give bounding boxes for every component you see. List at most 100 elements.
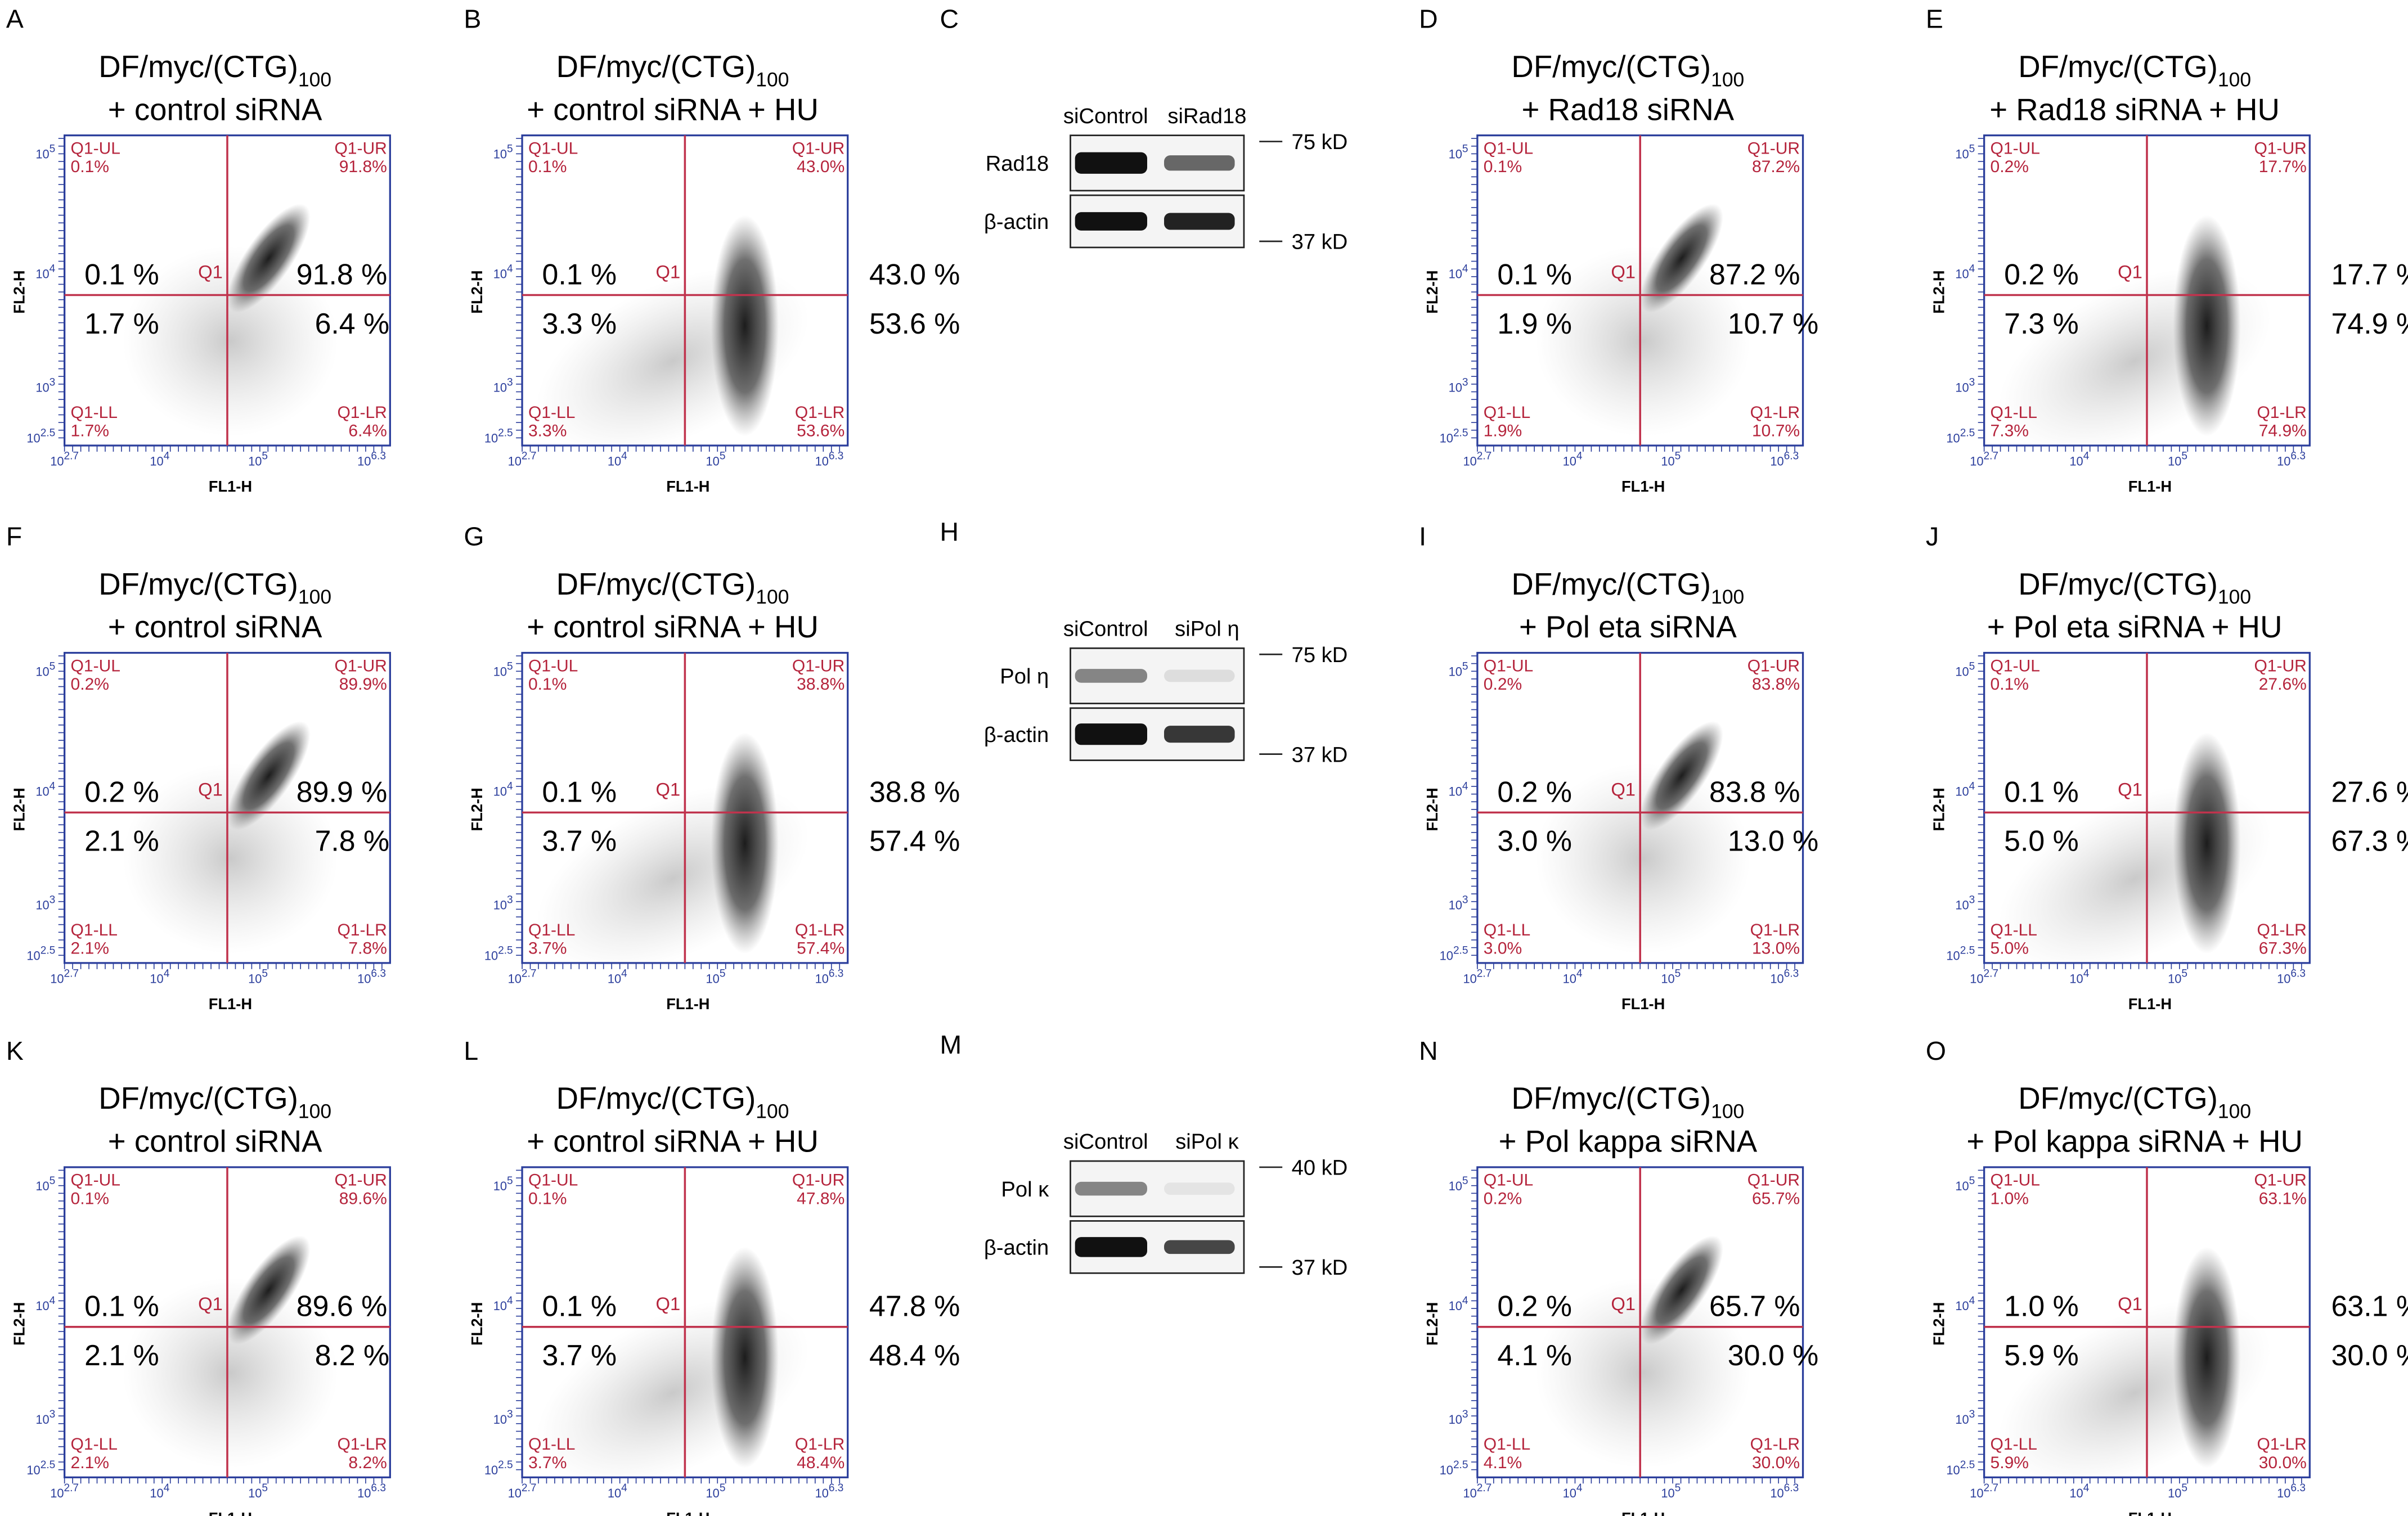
tick-exponent: 2.7 — [1477, 968, 1492, 979]
tick-exponent: 6.3 — [1784, 1482, 1799, 1494]
y-tick-label: 105 — [493, 143, 513, 161]
tick-base: 10 — [706, 455, 720, 469]
gate-percent: 57.4% — [797, 939, 844, 958]
gate-percent: 27.6% — [2259, 675, 2307, 694]
marker-label: 37 kD — [1292, 743, 1348, 767]
tick-exponent: 2.5 — [41, 428, 56, 439]
panel-title: DF/myc/(CTG)100 — [98, 1081, 331, 1122]
tick-base: 10 — [1440, 1463, 1453, 1477]
quadrant-percent: 2.1 % — [84, 1339, 159, 1371]
gate-center-label: Q1 — [198, 262, 223, 282]
x-tick-label: 106.3 — [815, 968, 844, 986]
tick-base: 10 — [508, 1486, 522, 1500]
tick-exponent: 3 — [1462, 377, 1468, 389]
tick-base: 10 — [493, 1299, 507, 1313]
panel-subtitle: + Pol kappa siRNA — [1499, 1124, 1758, 1159]
tick-exponent: 6.3 — [829, 1482, 844, 1494]
gate-percent: 89.9% — [339, 675, 387, 694]
gate-percent: 8.2% — [348, 1454, 387, 1472]
event-cloud — [2173, 1247, 2241, 1468]
marker-label: 75 kD — [1292, 643, 1348, 667]
event-cloud — [1640, 204, 1723, 313]
tick-exponent: 4 — [1576, 1482, 1583, 1494]
blot-band — [1075, 1181, 1148, 1196]
tick-base: 10 — [50, 455, 64, 469]
y-tick-label: 103 — [1449, 1409, 1468, 1427]
tick-exponent: 2.7 — [522, 451, 537, 462]
x-tick-label: 106.3 — [357, 968, 386, 986]
blot-band — [1164, 155, 1235, 171]
tick-base: 10 — [35, 784, 49, 798]
y-axis-label: FL2-H — [1423, 270, 1441, 313]
gate-name: Q1-UL — [71, 656, 120, 675]
event-cloud — [123, 1277, 338, 1468]
tick-base: 10 — [1770, 455, 1783, 469]
gate-name: Q1-UL — [528, 139, 578, 158]
tick-exponent: 5 — [1462, 143, 1468, 155]
tick-exponent: 3 — [507, 1409, 513, 1420]
gate-center-label: Q1 — [1611, 1293, 1636, 1314]
tick-exponent: 6.3 — [371, 968, 386, 979]
panel-letter: D — [1419, 5, 1438, 34]
quadrant-percent: 13.0 % — [1728, 825, 1818, 857]
gate-name: Q1-LL — [1991, 403, 2037, 422]
y-tick-label: 104 — [35, 780, 55, 798]
y-tick-label: 102.5 — [1440, 1459, 1468, 1477]
x-tick-label: 106.3 — [1770, 1482, 1799, 1500]
gate-name: Q1-LL — [528, 921, 575, 939]
quadrant-percent: 17.7 % — [2331, 258, 2408, 290]
tick-base: 10 — [2168, 455, 2181, 469]
tick-exponent: 5 — [2181, 451, 2187, 462]
gate-percent: 83.8% — [1752, 675, 1800, 694]
tick-base: 10 — [706, 971, 720, 986]
tick-base: 10 — [150, 971, 163, 986]
y-axis-label: FL2-H — [468, 1302, 486, 1346]
tick-exponent: 2.5 — [41, 1459, 56, 1471]
x-axis-label: FL1-H — [2128, 1509, 2172, 1516]
gate-percent: 65.7% — [1752, 1189, 1800, 1208]
blot-row-label: Pol κ — [1001, 1177, 1049, 1202]
x-tick-label: 104 — [1563, 451, 1583, 469]
gate-name: Q1-LR — [795, 1435, 844, 1454]
tick-exponent: 5 — [1675, 968, 1681, 979]
tick-exponent: 4 — [1462, 1295, 1468, 1307]
tick-base: 10 — [608, 971, 621, 986]
tick-exponent: 5 — [50, 1175, 56, 1187]
blot-band — [1075, 152, 1148, 174]
tick-exponent: 4 — [621, 1482, 627, 1494]
tick-exponent: 5 — [720, 968, 726, 979]
gate-percent: 0.1% — [528, 1189, 567, 1208]
gate-percent: 0.1% — [1484, 158, 1522, 176]
quadrant-percent: 8.2 % — [315, 1339, 390, 1371]
x-tick-label: 105 — [2168, 451, 2187, 469]
gate-percent: 2.1% — [71, 939, 109, 958]
tick-base: 10 — [1463, 1486, 1476, 1500]
tick-base: 10 — [248, 455, 262, 469]
gate-percent: 91.8% — [339, 158, 387, 176]
x-tick-label: 104 — [608, 451, 627, 469]
gate-name: Q1-LR — [337, 1435, 387, 1454]
quadrant-percent: 89.6 % — [296, 1290, 387, 1322]
quadrant-percent: 38.8 % — [869, 775, 960, 808]
tick-exponent: 2.5 — [1453, 1459, 1468, 1471]
blot-band — [1164, 669, 1235, 682]
tick-exponent: 4 — [2083, 451, 2090, 462]
tick-base: 10 — [26, 1463, 40, 1477]
gate-name: Q1-UR — [1747, 1171, 1800, 1190]
quadrant-percent: 2.1 % — [84, 825, 159, 857]
tick-exponent: 4 — [1576, 968, 1583, 979]
y-tick-label: 104 — [35, 263, 55, 281]
y-tick-label: 104 — [493, 263, 513, 281]
gate-percent: 0.1% — [528, 158, 567, 176]
title-subscript: 100 — [2218, 586, 2251, 608]
tick-base: 10 — [1449, 1299, 1462, 1313]
quadrant-percent: 65.7 % — [1709, 1290, 1800, 1322]
panel-title: DF/myc/(CTG)100 — [1511, 50, 1744, 91]
tick-exponent: 4 — [1462, 263, 1468, 275]
gate-percent: 7.3% — [1991, 422, 2029, 440]
y-tick-label: 104 — [1449, 1295, 1468, 1313]
tick-exponent: 6.3 — [829, 968, 844, 979]
y-tick-label: 105 — [1955, 661, 1975, 679]
tick-base: 10 — [150, 455, 163, 469]
tick-base: 10 — [1946, 1463, 1960, 1477]
